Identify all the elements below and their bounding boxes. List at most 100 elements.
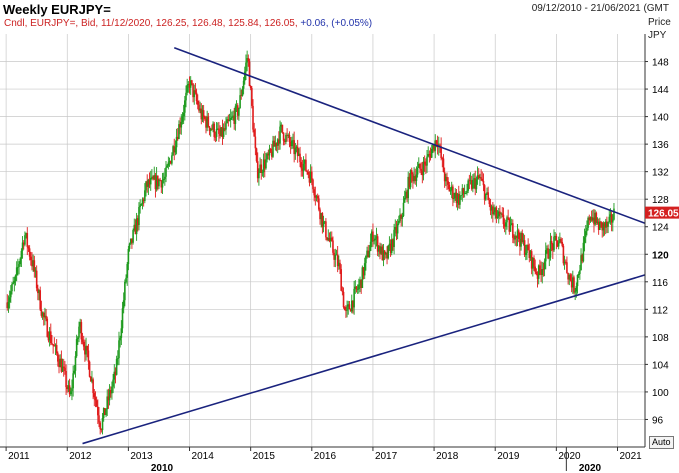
candle-up [122, 300, 125, 309]
x-tick-label: 2016 [314, 451, 337, 462]
candle-down [27, 246, 30, 249]
candle-up [69, 391, 72, 395]
candle-up [393, 229, 395, 248]
candle-up [294, 148, 297, 155]
trendlines [82, 47, 646, 445]
candle-down [196, 101, 199, 105]
candle-down [214, 136, 217, 138]
candle-down [610, 214, 613, 223]
candle-down [84, 346, 86, 355]
candle-up [186, 85, 188, 93]
x-tick-label: 2014 [192, 451, 215, 462]
auto-scale-button[interactable]: Auto [649, 436, 674, 449]
candle-down [300, 162, 303, 169]
candle-up [399, 214, 401, 221]
candle-down [439, 145, 441, 147]
candle-up [262, 159, 265, 173]
candle-up [363, 263, 366, 276]
candle-up [216, 128, 219, 130]
candle-down [52, 344, 54, 346]
candle-down [45, 315, 47, 319]
y-tick-label: 144 [652, 85, 669, 96]
candle-down [570, 280, 573, 288]
candle-up [453, 198, 455, 199]
candle-down [247, 58, 250, 62]
candle-down [256, 161, 259, 179]
candle-up [584, 231, 587, 238]
candle-up [403, 197, 406, 203]
candle-down [6, 302, 9, 309]
candle-down [314, 195, 317, 198]
candle-up [12, 283, 14, 284]
candle-down [104, 408, 106, 416]
candle-up [124, 281, 126, 301]
candle-up [225, 123, 227, 130]
candle-down [581, 255, 584, 262]
candle-down [379, 246, 381, 254]
candle-down [535, 271, 538, 274]
candle-up [476, 175, 479, 180]
candle-up [529, 251, 532, 258]
candle-up [509, 224, 512, 232]
y-axis-price-label: Price [648, 17, 671, 28]
candle-down [275, 142, 278, 146]
candle-down [423, 161, 426, 165]
candle-up [563, 261, 566, 264]
candle-up [580, 255, 582, 271]
candle-down [299, 153, 301, 163]
candle-down [462, 188, 465, 194]
candle-up [185, 92, 187, 101]
candle-down [81, 339, 84, 342]
candle-up [396, 223, 399, 234]
candle-down [555, 235, 558, 241]
candle-down [305, 159, 307, 171]
candle-down [512, 223, 514, 238]
date-range: 09/12/2010 - 21/06/2021 (GMT [531, 3, 669, 14]
x-tick-label: 2019 [497, 451, 520, 462]
y-tick-label: 124 [652, 223, 669, 234]
candle-up [276, 139, 279, 146]
candle-up [243, 71, 246, 81]
candle-up [164, 176, 166, 179]
candle-up [175, 136, 178, 148]
candle-up [75, 339, 78, 357]
candle-up [382, 250, 385, 261]
candle-up [611, 219, 614, 223]
candle-down [26, 233, 29, 247]
candle-down [306, 170, 308, 173]
candle-down [49, 331, 52, 344]
candle-up [295, 146, 298, 149]
candle-up [494, 207, 497, 213]
candle-up [79, 322, 81, 327]
candle-up [38, 290, 40, 294]
candle-up [127, 248, 130, 265]
candle-down [204, 117, 206, 119]
candle-down [94, 397, 97, 401]
candle-down [173, 146, 176, 153]
candle-up [54, 345, 57, 347]
candle-up [187, 83, 190, 86]
candle-down [441, 158, 444, 159]
candle-up [607, 222, 609, 227]
y-tick-label: 120 [652, 250, 669, 261]
candle-down [429, 154, 432, 158]
candle-up [374, 238, 377, 241]
y-tick-label: 108 [652, 333, 669, 344]
last-price-label: 126.05 [648, 209, 679, 220]
x-tick-label: 2012 [69, 451, 92, 462]
candle-up [21, 242, 24, 251]
candle-down [560, 238, 562, 242]
candle-down [448, 184, 451, 192]
candle-up [77, 337, 79, 340]
candle-up [497, 211, 500, 217]
candle-down [333, 252, 335, 260]
candle-down [452, 186, 454, 199]
candle-down [308, 174, 311, 183]
candle-down [601, 222, 604, 231]
candle-down [236, 105, 239, 116]
candle-up [426, 156, 428, 166]
candle-up [209, 128, 212, 132]
candle-up [361, 267, 364, 288]
candle-down [160, 180, 163, 188]
candle-up [323, 221, 326, 223]
